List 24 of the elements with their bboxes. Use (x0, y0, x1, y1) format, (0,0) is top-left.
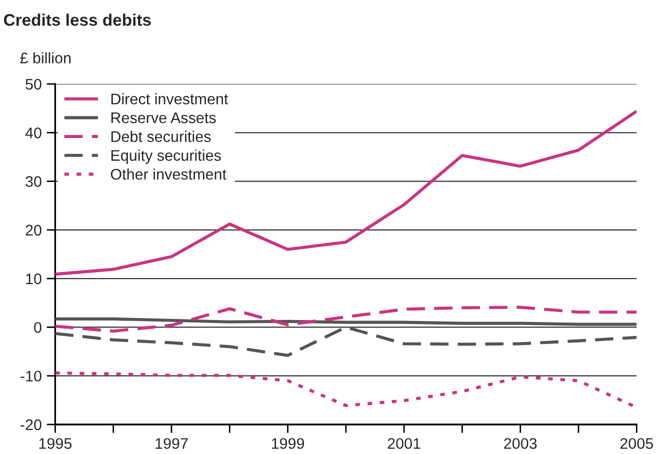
x-tick-label: 2003 (504, 438, 537, 449)
x-tick-label: 1995 (39, 438, 72, 449)
line-series (55, 306, 637, 333)
y-tick-label: 30 (26, 176, 42, 187)
x-tick-label: 1999 (272, 438, 304, 449)
y-tick-label: -10 (20, 370, 42, 382)
legend-label: Direct investment (111, 93, 228, 104)
x-tick-label: 1997 (156, 438, 188, 449)
chart-title: Credits less debits (4, 14, 151, 26)
y-tick-label: 10 (26, 273, 42, 284)
y-axis-title: £ billion (20, 52, 71, 64)
legend-label: Reserve Assets (111, 112, 216, 124)
x-tick-label: 2005 (620, 438, 653, 449)
x-tick-label: 2001 (388, 438, 420, 449)
line-series (55, 326, 637, 357)
legend-label: Equity securities (111, 150, 221, 164)
legend-label: Debt securities (111, 130, 211, 142)
y-tick-label: 20 (26, 224, 42, 236)
y-tick-label: 40 (25, 128, 42, 138)
line-series (55, 110, 637, 276)
y-tick-label: -20 (20, 419, 42, 430)
y-tick-label: 0 (34, 322, 42, 333)
y-tick-label: 50 (26, 78, 42, 90)
legend-label: Other investment (110, 168, 226, 180)
